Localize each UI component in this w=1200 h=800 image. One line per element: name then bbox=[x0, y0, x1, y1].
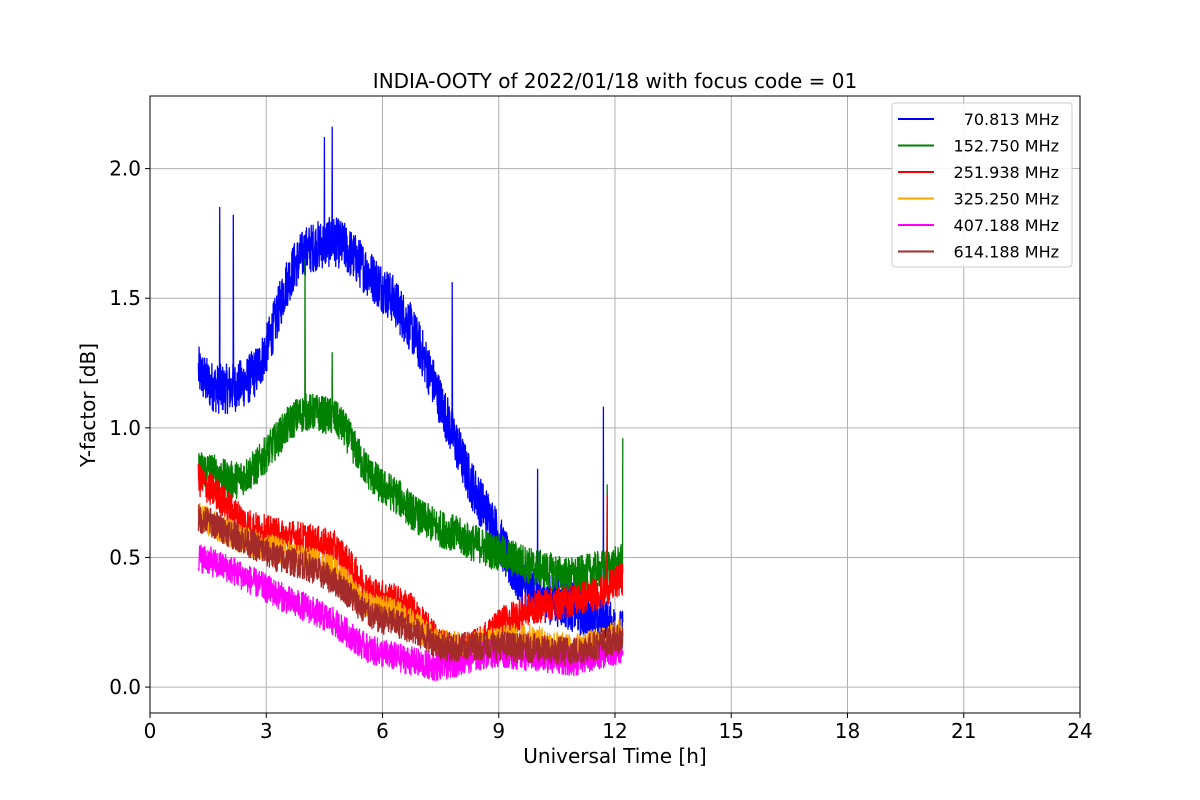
legend-label-1: 152.750 MHz bbox=[954, 137, 1059, 156]
x-tick-label: 0 bbox=[144, 719, 157, 743]
x-tick-label: 21 bbox=[951, 719, 976, 743]
chart-title: INDIA-OOTY of 2022/01/18 with focus code… bbox=[373, 69, 857, 93]
legend-box bbox=[891, 102, 1073, 268]
series-layer bbox=[197, 126, 624, 681]
series-line-1 bbox=[197, 258, 624, 594]
y-tick-label: 0.5 bbox=[109, 545, 141, 569]
y-axis: 0.0 0.5 1.0 1.5 2.0 bbox=[109, 157, 150, 699]
x-tick-label: 6 bbox=[376, 719, 389, 743]
x-tick-label: 18 bbox=[835, 719, 860, 743]
series-line-5 bbox=[197, 504, 624, 666]
x-tick-label: 9 bbox=[492, 719, 505, 743]
legend-label-4: 407.188 MHz bbox=[954, 216, 1059, 235]
y-axis-label: Y-factor [dB] bbox=[76, 343, 100, 468]
legend-label-0: 70.813 MHz bbox=[964, 110, 1059, 129]
series-line-4 bbox=[197, 544, 624, 681]
x-axis-label: Universal Time [h] bbox=[523, 744, 706, 768]
x-tick-label: 15 bbox=[719, 719, 744, 743]
legend: 70.813 MHz 152.750 MHz 251.938 MHz 325.250 … bbox=[891, 102, 1073, 268]
x-tick-label: 3 bbox=[260, 719, 273, 743]
y-tick-label: 1.5 bbox=[109, 286, 141, 310]
legend-label-3: 325.250 MHz bbox=[954, 190, 1059, 209]
y-tick-label: 0.0 bbox=[109, 675, 141, 699]
y-tick-label: 1.0 bbox=[109, 416, 141, 440]
legend-label-2: 251.938 MHz bbox=[954, 163, 1059, 182]
x-axis: 0 3 6 9 12 15 18 21 24 bbox=[144, 713, 1093, 743]
y-tick-label: 2.0 bbox=[109, 157, 141, 181]
legend-label-5: 614.188 MHz bbox=[954, 243, 1059, 262]
x-tick-label: 24 bbox=[1067, 719, 1092, 743]
series-line-2 bbox=[197, 463, 624, 667]
x-tick-label: 12 bbox=[602, 719, 627, 743]
